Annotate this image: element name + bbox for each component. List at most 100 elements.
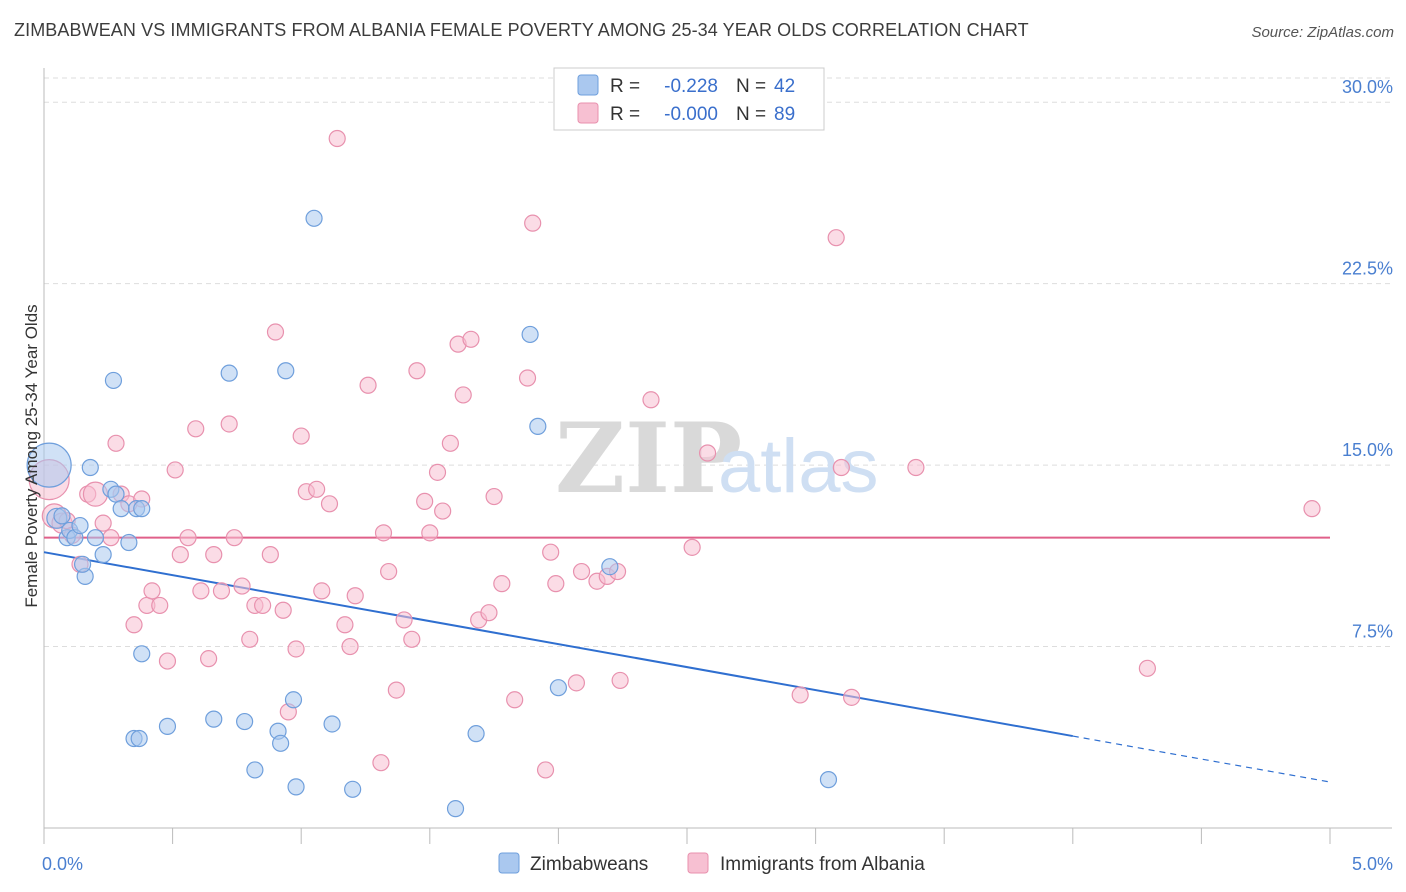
point-zimbabweans (120, 533, 138, 552)
point-zimbabweans (104, 371, 123, 390)
point-zimbabweans (246, 761, 264, 779)
point-immigrants-from-albania (266, 323, 285, 341)
point-immigrants-from-albania (158, 652, 177, 670)
point-zimbabweans (323, 715, 341, 733)
point-immigrants-from-albania (374, 524, 393, 542)
point-immigrants-from-albania (518, 369, 537, 387)
point-immigrants-from-albania (462, 330, 480, 348)
point-zimbabweans (446, 800, 465, 818)
stats-legend-r-value-1: -0.228 (664, 76, 718, 97)
legend-swatch-zimbabweans (498, 852, 520, 874)
point-zimbabweans (81, 458, 99, 477)
point-immigrants-from-albania (313, 582, 331, 600)
point-immigrants-from-albania (359, 376, 377, 394)
point-immigrants-from-albania (287, 640, 305, 658)
point-immigrants-from-albania (485, 487, 503, 506)
stats-legend-n-label-2: N = (736, 104, 766, 125)
point-immigrants-from-albania (907, 458, 925, 477)
point-zimbabweans (601, 558, 619, 576)
stats-legend-n-value-2: 89 (774, 104, 795, 125)
point-immigrants-from-albania (107, 434, 125, 452)
stats-legend-frame (553, 67, 825, 131)
point-zimbabweans (130, 729, 148, 748)
point-immigrants-from-albania (292, 427, 310, 445)
point-zimbabweans (53, 507, 71, 525)
point-zimbabweans (284, 691, 303, 709)
point-zimbabweans (529, 417, 547, 435)
point-zimbabweans (287, 778, 305, 796)
point-immigrants-from-albania (524, 214, 542, 232)
point-immigrants-from-albania (642, 391, 660, 409)
point-zimbabweans (819, 771, 838, 789)
point-immigrants-from-albania (171, 546, 189, 564)
point-immigrants-from-albania (274, 601, 292, 619)
point-zimbabweans (549, 679, 568, 697)
point-immigrants-from-albania (1138, 659, 1156, 677)
stats-legend: R = -0.228 N = 42 R = -0.000 N = 89 (553, 67, 825, 131)
point-immigrants-from-albania (403, 630, 421, 648)
point-immigrants-from-albania (166, 461, 184, 479)
watermark-atlas: atlas (718, 424, 879, 509)
point-immigrants-from-albania (698, 444, 717, 462)
trend-layer (43, 536, 1331, 783)
point-zimbabweans (73, 555, 92, 573)
point-immigrants-from-albania (102, 529, 120, 547)
point-immigrants-from-albania (611, 671, 629, 690)
point-immigrants-from-albania (328, 129, 346, 148)
point-immigrants-from-albania (832, 458, 850, 477)
point-immigrants-from-albania (542, 543, 560, 561)
point-immigrants-from-albania (416, 492, 434, 510)
point-immigrants-from-albania (536, 761, 555, 779)
point-zimbabweans (107, 485, 125, 503)
axis-layer: 7.5% 15.0% 22.5% 30.0% 0.0% 5.0% (42, 68, 1393, 874)
stats-legend-r-label-2: R = (610, 104, 640, 125)
point-zimbabweans (277, 362, 295, 380)
point-zimbabweans (305, 209, 323, 227)
point-immigrants-from-albania (254, 596, 272, 615)
point-zimbabweans (26, 442, 72, 488)
series-legend: Zimbabweans Immigrants from Albania (498, 852, 925, 875)
y-tick-label: 7.5% (1352, 622, 1393, 642)
point-immigrants-from-albania (506, 691, 524, 709)
point-zimbabweans (112, 500, 130, 518)
legend-label-zimbabweans: Zimbabweans (530, 854, 648, 875)
point-immigrants-from-albania (387, 681, 405, 699)
point-immigrants-from-albania (179, 529, 197, 547)
point-immigrants-from-albania (1303, 500, 1321, 518)
point-zimbabweans (220, 364, 238, 382)
y-tick-label: 30.0% (1342, 77, 1393, 97)
stats-legend-r-label-1: R = (610, 76, 640, 97)
points-zimbabweans (26, 209, 838, 818)
point-immigrants-from-albania (187, 420, 205, 438)
point-zimbabweans (133, 645, 151, 663)
point-immigrants-from-albania (421, 524, 439, 542)
trendline-zimbabweans (43, 551, 1073, 738)
point-zimbabweans (272, 734, 290, 752)
point-immigrants-from-albania (480, 604, 498, 622)
legend-swatch-immigrants-from-albania (687, 852, 709, 874)
point-zimbabweans (71, 516, 89, 535)
point-immigrants-from-albania (220, 415, 238, 433)
legend-label-immigrants-from-albania: Immigrants from Albania (720, 854, 925, 875)
point-immigrants-from-albania (454, 386, 472, 404)
point-immigrants-from-albania (94, 514, 112, 532)
point-zimbabweans (344, 780, 362, 798)
point-immigrants-from-albania (346, 587, 364, 605)
point-immigrants-from-albania (493, 575, 511, 593)
point-zimbabweans (86, 529, 105, 547)
grid-layer (44, 77, 1392, 648)
point-zimbabweans (236, 712, 254, 731)
point-immigrants-from-albania (233, 577, 251, 595)
stats-legend-swatch-blue (577, 74, 599, 96)
point-immigrants-from-albania (200, 650, 218, 668)
point-immigrants-from-albania (125, 616, 143, 634)
point-immigrants-from-albania (205, 546, 223, 564)
y-axis-title: Female Poverty Among 25-34 Year Olds (22, 304, 41, 607)
point-immigrants-from-albania (395, 611, 413, 629)
stats-legend-n-label-1: N = (736, 76, 766, 97)
watermark: ZIP atlas (555, 402, 879, 515)
point-immigrants-from-albania (843, 688, 861, 706)
point-immigrants-from-albania (827, 229, 845, 247)
chart-source: Source: ZipAtlas.com (1251, 24, 1394, 41)
stats-legend-n-value-1: 42 (774, 76, 795, 97)
